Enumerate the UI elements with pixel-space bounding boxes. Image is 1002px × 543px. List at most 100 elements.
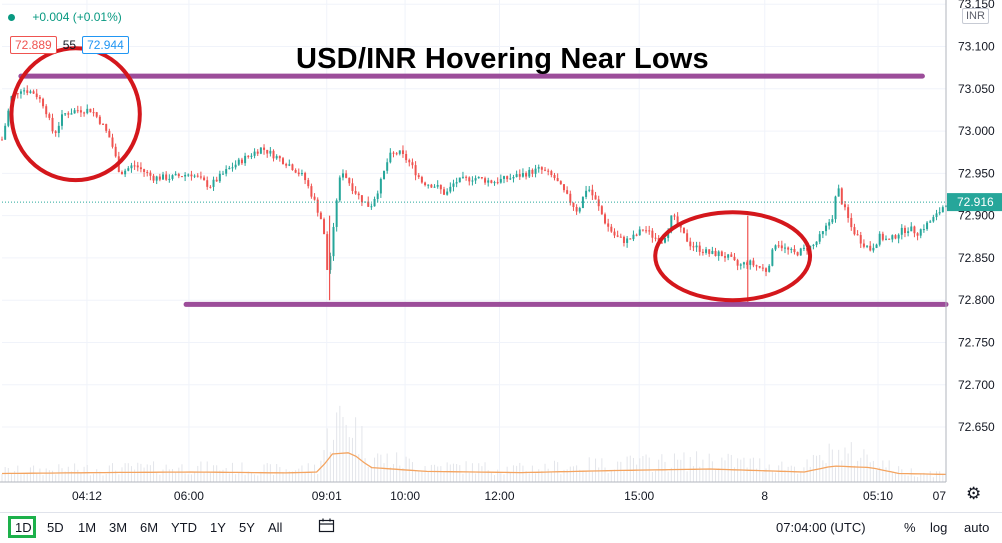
candle-body <box>493 182 496 184</box>
candle-body <box>818 234 821 242</box>
candle-body <box>487 180 490 183</box>
status-dot-icon <box>8 14 15 22</box>
candle-body <box>648 230 651 232</box>
candle-body <box>550 171 553 176</box>
candle-body <box>300 173 303 175</box>
candle-body <box>802 247 805 249</box>
candle-body <box>910 226 913 232</box>
y-tick-label: 72.950 <box>958 166 995 180</box>
candle-body <box>64 113 67 115</box>
candle-body <box>900 227 903 235</box>
candle-body <box>720 251 723 257</box>
x-tick-label: 09:01 <box>312 489 342 503</box>
candle-body <box>86 108 89 114</box>
timeframe-1d-button[interactable]: 1D <box>15 520 32 535</box>
candle-body <box>70 113 73 115</box>
candle-body <box>414 165 417 176</box>
candle-body <box>304 173 307 181</box>
candle-body <box>468 177 471 182</box>
candle-body <box>206 180 209 187</box>
candle-body <box>547 170 550 172</box>
candle-body <box>616 235 619 237</box>
candle-body <box>840 188 843 205</box>
candle-body <box>682 227 685 234</box>
candle-body <box>114 146 117 157</box>
candle-body <box>332 226 335 257</box>
candle-body <box>730 254 733 257</box>
axes: 73.150 73.100 73.050 73.000 72.950 72.900 72.8… <box>0 0 995 503</box>
timeframe-5y-button[interactable]: 5Y <box>239 520 255 535</box>
timeframe-all-button[interactable]: All <box>268 520 283 535</box>
candle-body <box>717 251 720 257</box>
candle-body <box>370 206 373 208</box>
candle-body <box>373 199 376 207</box>
candle-body <box>752 260 755 266</box>
candle-body <box>780 245 783 249</box>
candle-body <box>1 139 3 141</box>
candle-body <box>139 167 142 170</box>
candle-body <box>281 158 284 165</box>
candle-body <box>143 169 146 172</box>
timeframe-ytd-button[interactable]: YTD <box>171 520 197 535</box>
candle-body <box>600 206 603 215</box>
candle-body <box>449 186 452 192</box>
log-scale-button[interactable]: log <box>930 520 948 535</box>
timeframe-6m-button[interactable]: 6M <box>140 520 159 535</box>
x-tick-label: 10:00 <box>390 489 420 503</box>
candle-body <box>73 110 76 114</box>
sell-price-button[interactable]: 72.889 <box>10 36 57 54</box>
candle-body <box>133 165 136 167</box>
date-range-icon[interactable] <box>318 518 336 534</box>
candle-body <box>76 110 79 112</box>
timeframe-1m-button[interactable]: 1M <box>78 520 97 535</box>
candle-body <box>604 214 607 224</box>
candle-body <box>834 196 837 220</box>
candle-body <box>919 229 922 236</box>
buy-price-button[interactable]: 72.944 <box>82 36 129 54</box>
candle-body <box>575 206 578 212</box>
candle-body <box>698 245 701 252</box>
candle-body <box>158 176 161 180</box>
candle-body <box>60 114 63 126</box>
timeframe-5d-button[interactable]: 5D <box>47 520 64 535</box>
candle-body <box>275 156 278 159</box>
y-tick-label: 72.750 <box>958 335 995 349</box>
candle-body <box>174 174 177 176</box>
candle-body <box>771 249 774 266</box>
auto-scale-button[interactable]: auto <box>964 520 990 535</box>
candle-body <box>477 177 480 179</box>
candle-body <box>130 165 133 169</box>
y-tick-label: 73.150 <box>958 0 995 11</box>
candle-body <box>484 178 487 183</box>
candle-body <box>862 243 865 247</box>
candle-body <box>180 176 183 178</box>
candle-body <box>528 169 531 177</box>
candle-body <box>165 174 168 180</box>
candle-body <box>790 249 793 251</box>
candle-body <box>177 174 180 177</box>
candle-body <box>108 130 111 138</box>
settings-gear-icon[interactable]: ⚙ <box>966 484 982 503</box>
candle-body <box>67 113 70 115</box>
candle-body <box>401 150 404 155</box>
candle-body <box>894 235 897 239</box>
candle-body <box>938 212 941 214</box>
candle-body <box>613 231 616 236</box>
candle-body <box>253 151 256 156</box>
candle-body <box>739 264 742 266</box>
candle-body <box>525 173 528 177</box>
timeframe-1y-button[interactable]: 1Y <box>210 520 226 535</box>
timeframe-3m-button[interactable]: 3M <box>109 520 128 535</box>
candle-body <box>196 175 199 177</box>
candle-body <box>594 195 597 200</box>
candle-body <box>250 155 253 157</box>
candle-body <box>654 237 657 239</box>
candle-body <box>847 207 850 218</box>
candle-body <box>430 184 433 188</box>
percent-scale-button[interactable]: % <box>904 520 916 535</box>
candle-body <box>531 169 534 174</box>
candle-body <box>664 237 667 243</box>
candle-body <box>89 108 92 113</box>
candle-body <box>127 168 130 171</box>
